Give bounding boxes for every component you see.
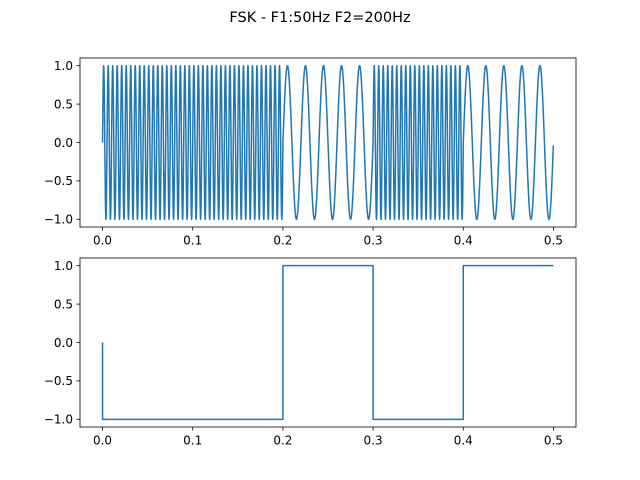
y-tick-label: 0.0: [54, 336, 73, 350]
x-tick-label: 0.1: [183, 434, 202, 448]
x-tick-label: 0.1: [183, 234, 202, 248]
y-tick-label: −0.5: [44, 174, 73, 188]
y-tick-label: 1.0: [54, 259, 73, 273]
x-tick-label: 0.4: [454, 234, 473, 248]
x-tick-label: 0.2: [273, 234, 292, 248]
y-tick-label: 0.5: [54, 97, 73, 111]
y-tick-label: 0.5: [54, 297, 73, 311]
x-tick-label: 0.3: [364, 234, 383, 248]
series-line: [101, 64, 555, 221]
x-tick-label: 0.5: [544, 234, 563, 248]
y-tick-label: 0.0: [54, 136, 73, 150]
series-line: [101, 264, 554, 421]
fsk-signal-panel: 0.0 0.1 0.2 0.3 0.4 0.5 1.0 0.5 0.0 −0.5 −1.0: [44, 57, 577, 248]
y-tick-label: −0.5: [44, 374, 73, 388]
x-tick-label: 0.2: [273, 434, 292, 448]
x-tick-label: 0.0: [93, 434, 112, 448]
x-tick-label: 0.4: [454, 434, 473, 448]
bit-stream-panel: 0.0 0.1 0.2 0.3 0.4 0.5 1.0 0.5 0.0 −0.5 −1.0: [44, 257, 577, 448]
y-tick-label: 1.0: [54, 59, 73, 73]
x-tick-label: 0.5: [544, 434, 563, 448]
y-tick-label: −1.0: [44, 213, 73, 227]
figure-suptitle: FSK - F1:50Hz F2=200Hz: [229, 10, 410, 26]
x-tick-label: 0.0: [93, 234, 112, 248]
y-tick-label: −1.0: [44, 413, 73, 427]
x-tick-label: 0.3: [364, 434, 383, 448]
